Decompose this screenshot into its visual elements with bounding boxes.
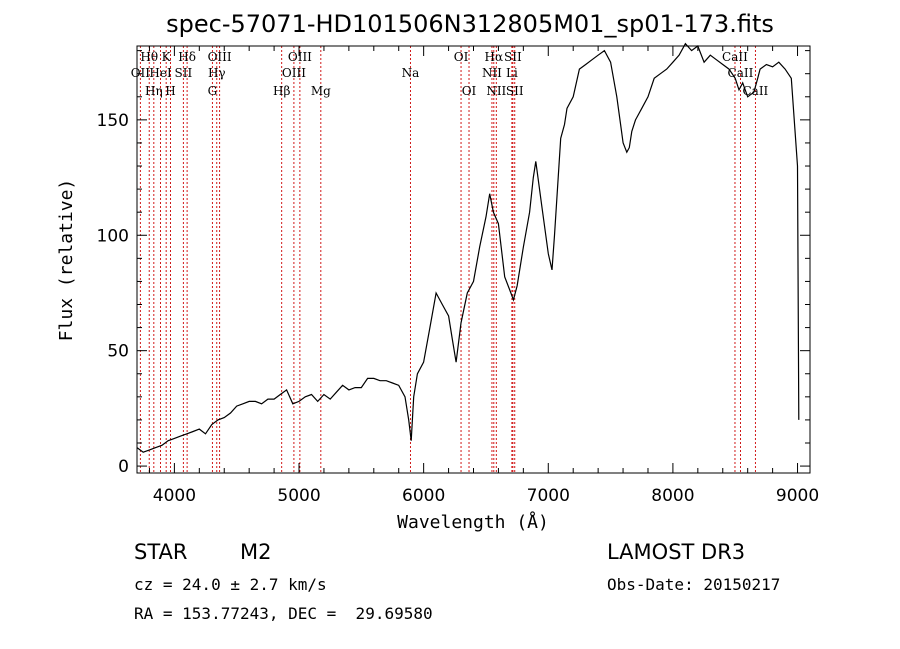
emission-line-label: SII <box>504 50 522 64</box>
x-tick-label: 5000 <box>277 486 320 506</box>
emission-line-label: NII <box>486 84 506 98</box>
survey-release: LAMOST DR3 <box>607 540 746 564</box>
emission-line-label: Hα <box>485 50 504 64</box>
emission-line-label: Mg <box>311 84 331 98</box>
y-axis-label: Flux (relative) <box>56 179 77 342</box>
emission-line-label: Hγ <box>208 66 226 80</box>
emission-line-label: CaII <box>722 50 748 64</box>
emission-line-labels: OIIHθHηHeIKHSIIHδGHγOIIIHβOIIIOIIIMgNaOI… <box>131 50 769 98</box>
emission-line-label: OIII <box>282 66 306 80</box>
emission-line-label: OII <box>131 66 151 80</box>
emission-line-label: OIII <box>288 50 312 64</box>
emission-line-markers <box>139 46 756 473</box>
emission-line-label: OIII <box>208 50 232 64</box>
emission-line-label: Na <box>402 66 420 80</box>
emission-line-label: Hθ <box>140 50 158 64</box>
emission-line-label: SII <box>506 84 524 98</box>
y-tick-label: 100 <box>97 226 129 246</box>
object-subclass: M2 <box>240 540 272 564</box>
x-axis-label: Wavelength (Å) <box>397 511 549 533</box>
x-tick-label: 4000 <box>153 486 196 506</box>
spectrum-line <box>136 42 800 453</box>
object-class: STAR <box>134 540 188 564</box>
x-tick-label: 7000 <box>527 486 570 506</box>
x-tick-label: 6000 <box>402 486 445 506</box>
plot-frame <box>136 45 811 474</box>
emission-line-label: K <box>162 50 172 64</box>
emission-line-label: HeI <box>149 66 172 80</box>
coordinates: RA = 153.77243, DEC = 29.69580 <box>134 604 433 623</box>
emission-line-label: H <box>165 84 175 98</box>
emission-line-label: CaII <box>742 84 768 98</box>
x-axis-ticks: 4000 5000 6000 7000 8000 9000 <box>148 46 819 506</box>
emission-line-label: Hη <box>145 84 163 98</box>
emission-line-label: NII <box>482 66 502 80</box>
y-tick-label: 0 <box>118 457 129 477</box>
emission-line-label: G <box>208 84 218 98</box>
observation-date: Obs-Date: 20150217 <box>607 575 781 594</box>
chart-title: spec-57071-HD101506N312805M01_sp01-173.f… <box>166 10 774 38</box>
emission-line-label: Hβ <box>273 84 290 98</box>
y-tick-label: 50 <box>107 342 129 362</box>
y-axis-ticks: 0 50 100 150 <box>97 50 810 477</box>
x-tick-label: 9000 <box>776 486 819 506</box>
emission-line-label: OI <box>462 84 477 98</box>
emission-line-label: Hδ <box>178 50 196 64</box>
emission-line-label: OI <box>454 50 469 64</box>
emission-line-label: Li <box>506 66 518 80</box>
redshift-velocity: cz = 24.0 ± 2.7 km/s <box>134 575 327 594</box>
emission-line-label: SII <box>175 66 193 80</box>
y-tick-label: 150 <box>97 111 129 131</box>
x-tick-label: 8000 <box>651 486 694 506</box>
